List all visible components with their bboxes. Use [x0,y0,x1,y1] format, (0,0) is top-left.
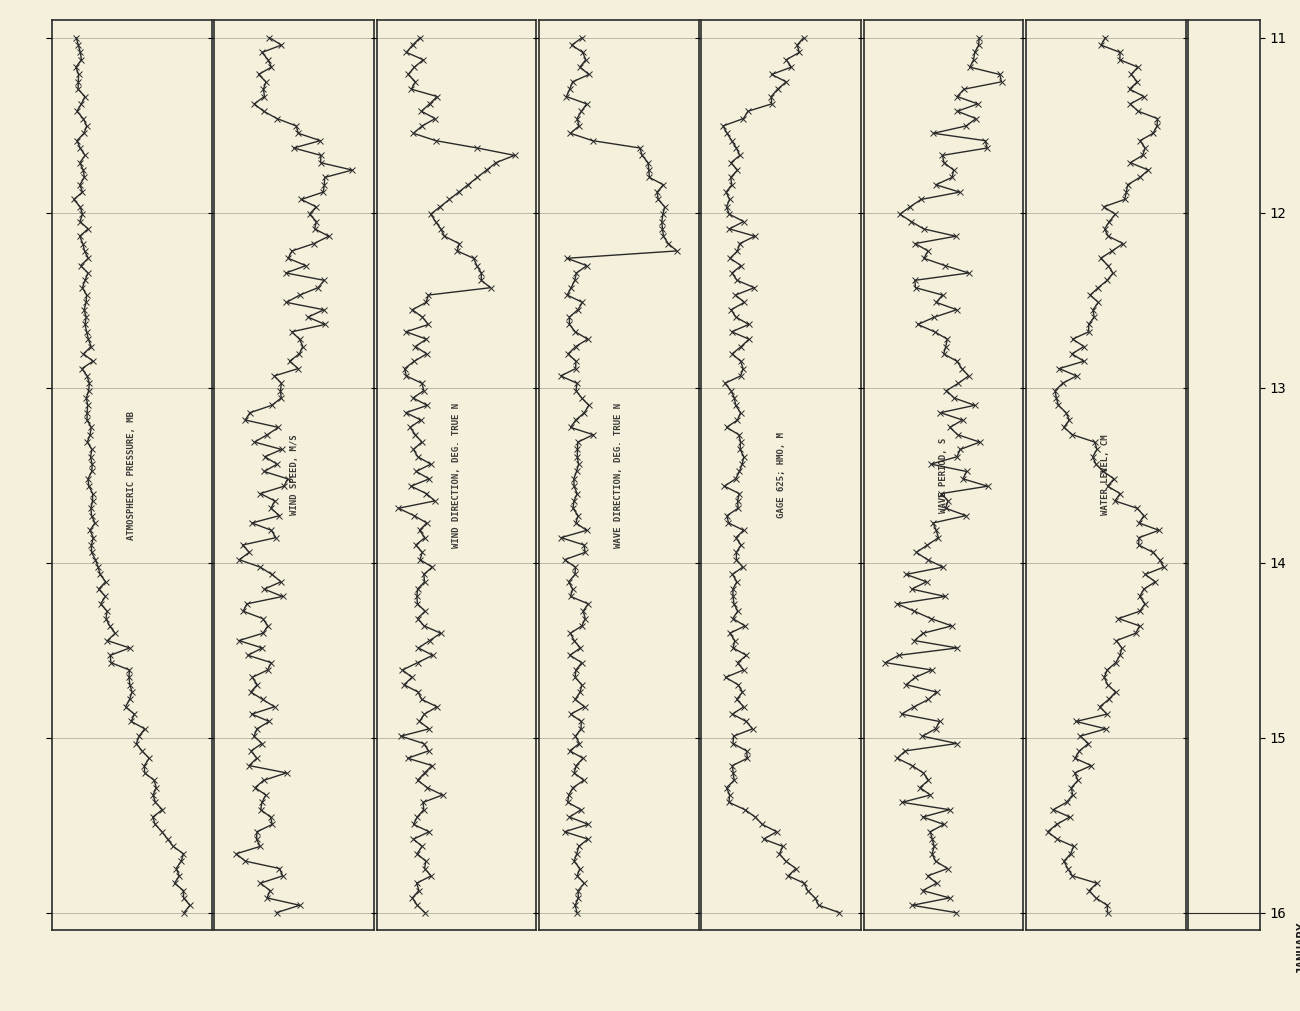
Text: WATER LEVEL, CM: WATER LEVEL, CM [1101,435,1110,516]
Text: JANUARY
1984: JANUARY 1984 [1295,921,1300,974]
Text: WAVE DIRECTION, DEG. TRUE N: WAVE DIRECTION, DEG. TRUE N [615,402,623,548]
Text: WAVE PERIOD, S: WAVE PERIOD, S [939,438,948,513]
Text: WIND DIRECTION, DEG. TRUE N: WIND DIRECTION, DEG. TRUE N [452,402,462,548]
Text: ATMOSPHERIC PRESSURE, MB: ATMOSPHERIC PRESSURE, MB [127,410,136,540]
Text: WIND SPEED, M/S: WIND SPEED, M/S [290,435,299,516]
Text: GAGE 625; HMO, M: GAGE 625; HMO, M [776,432,785,519]
